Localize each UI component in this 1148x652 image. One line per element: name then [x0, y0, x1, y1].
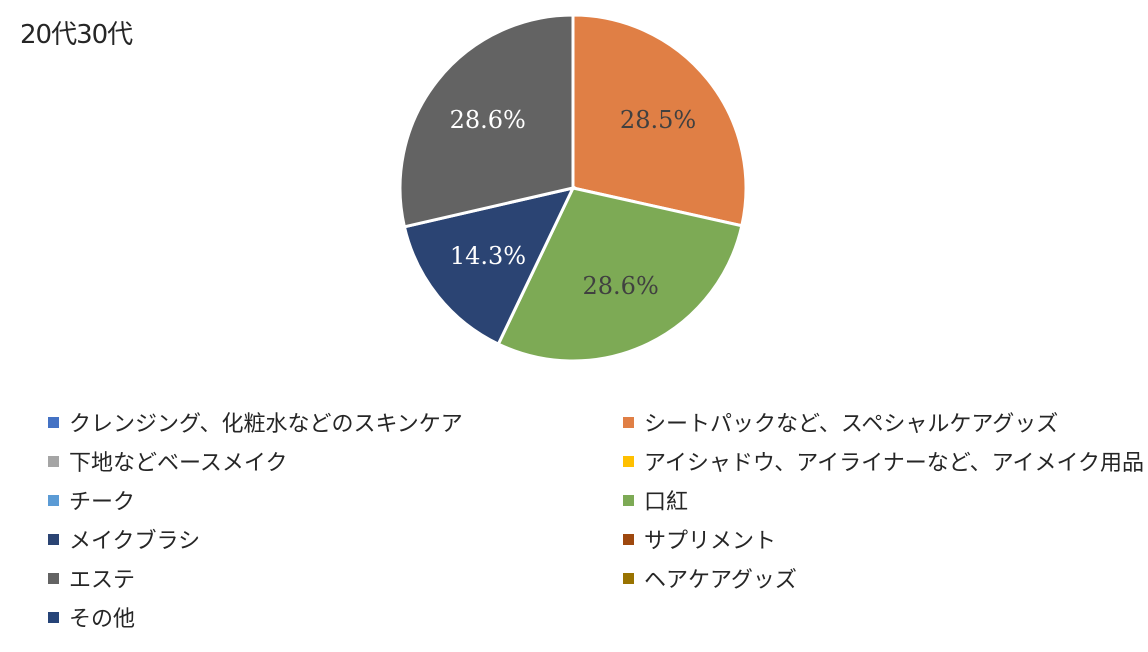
legend-label: サプリメント — [644, 529, 777, 554]
legend-label: 下地などベースメイク — [69, 451, 288, 476]
pie-slice — [402, 185, 576, 347]
legend-swatch — [623, 455, 634, 467]
legend-label: チーク — [69, 490, 136, 515]
legend-swatch — [623, 533, 634, 545]
legend-swatch — [623, 416, 634, 428]
legend-swatch — [48, 416, 59, 428]
slice-data-label: 14.3% — [450, 242, 526, 270]
legend-label: 口紅 — [644, 490, 689, 515]
legend-label: メイクブラシ — [69, 529, 201, 554]
legend-label: その他 — [69, 607, 136, 632]
pie-chart: 28.5% 28.6% 14.3% 28.6% — [398, 13, 748, 363]
legend-item: チーク — [48, 482, 135, 518]
slice-data-label: 28.6% — [583, 272, 659, 300]
legend-label: クレンジング、化粧水などのスキンケア — [69, 412, 463, 437]
legend-item: その他 — [48, 599, 135, 635]
pie-slice — [571, 13, 748, 228]
legend-item: 下地などベースメイク — [48, 443, 287, 479]
legend-item: エステ — [48, 560, 135, 596]
legend-swatch — [48, 533, 59, 545]
legend-item: 口紅 — [623, 482, 688, 518]
legend-item: シートパックなど、スペシャルケアグッズ — [623, 404, 1058, 440]
legend-swatch — [623, 494, 634, 506]
slice-data-label: 28.5% — [620, 106, 696, 134]
legend-label: アイシャドウ、アイライナーなど、アイメイク用品 — [644, 451, 1145, 476]
legend-swatch — [48, 611, 59, 623]
legend-swatch — [48, 455, 59, 467]
chart-title: 20代30代 — [20, 20, 133, 50]
legend-item: クレンジング、化粧水などのスキンケア — [48, 404, 463, 440]
legend: クレンジング、化粧水などのスキンケア シートパックなど、スペシャルケアグッズ下地な… — [48, 404, 1144, 644]
slice-data-label: 28.6% — [450, 106, 526, 134]
legend-swatch — [48, 572, 59, 584]
pie-slice — [398, 13, 575, 229]
legend-swatch — [48, 494, 59, 506]
legend-swatch — [623, 572, 634, 584]
legend-label: シートパックなど、スペシャルケアグッズ — [644, 412, 1059, 437]
legend-item: ヘアケアグッズ — [623, 560, 797, 596]
legend-item: サプリメント — [623, 521, 776, 557]
legend-label: エステ — [69, 568, 136, 593]
legend-item: アイシャドウ、アイライナーなど、アイメイク用品 — [623, 443, 1144, 479]
legend-label: ヘアケアグッズ — [644, 568, 797, 593]
legend-item: メイクブラシ — [48, 521, 200, 557]
pie-slice — [496, 186, 744, 363]
